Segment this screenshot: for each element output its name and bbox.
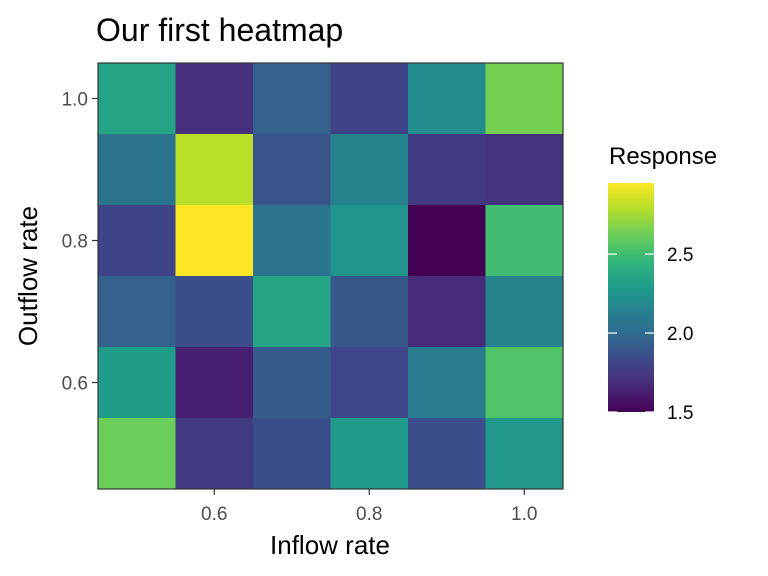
heatmap-cell <box>253 63 331 134</box>
plot-panel <box>97 62 564 490</box>
chart-title: Our first heatmap <box>96 12 343 48</box>
colorbar-title: Response <box>609 143 717 170</box>
x-axis: 0.6 0.8 1.0 <box>201 489 537 525</box>
heatmap-cell <box>253 276 331 347</box>
colorbar-tick-label: 2.0 <box>667 324 693 345</box>
heatmap-cell <box>330 63 408 134</box>
heatmap-cell <box>98 276 176 347</box>
heatmap-cell <box>485 276 563 347</box>
heatmap-cell <box>485 347 563 418</box>
heatmap-cell <box>408 63 486 134</box>
heatmap-cell <box>253 418 331 489</box>
heatmap-cell <box>175 63 253 134</box>
heatmap-cell <box>253 205 331 276</box>
heatmap-cell <box>408 418 486 489</box>
heatmap-cell <box>98 418 176 489</box>
x-tick-label: 0.8 <box>356 504 382 525</box>
y-tick-label: 0.8 <box>62 232 88 253</box>
heatmap-cell <box>98 63 176 134</box>
heatmap-cell <box>408 134 486 205</box>
heatmap-cell <box>485 134 563 205</box>
y-tick-label: 0.6 <box>62 374 88 395</box>
heatmap-cells <box>98 63 563 489</box>
heatmap-cell <box>485 418 563 489</box>
heatmap-cell <box>98 134 176 205</box>
colorbar-tick-label: 1.5 <box>667 403 693 424</box>
colorbar-tick-label: 2.5 <box>667 245 693 266</box>
heatmap-cell <box>330 276 408 347</box>
heatmap-cell <box>175 276 253 347</box>
heatmap-cell <box>408 347 486 418</box>
heatmap-cell <box>98 347 176 418</box>
heatmap-cell <box>175 205 253 276</box>
colorbar-gradient <box>608 183 654 412</box>
heatmap-cell <box>175 418 253 489</box>
y-tick-label: 1.0 <box>62 90 88 111</box>
heatmap-cell <box>98 205 176 276</box>
heatmap-cell <box>485 63 563 134</box>
heatmap-cell <box>175 134 253 205</box>
heatmap-cell <box>485 205 563 276</box>
colorbar-legend: Response 1.5 2.0 2.5 <box>608 143 717 424</box>
colorbar-ticks: 1.5 2.0 2.5 <box>608 245 693 424</box>
y-axis-title: Outflow rate <box>13 206 43 346</box>
heatmap-cell <box>330 205 408 276</box>
panel-border <box>97 62 564 490</box>
x-axis-title: Inflow rate <box>270 530 390 560</box>
heatmap-cell <box>408 276 486 347</box>
heatmap-cell <box>253 134 331 205</box>
heatmap-cell <box>330 134 408 205</box>
heatmap-cell <box>253 347 331 418</box>
x-tick-label: 1.0 <box>511 504 537 525</box>
y-axis: 0.6 0.8 1.0 <box>62 90 98 395</box>
heatmap-cell <box>408 205 486 276</box>
heatmap-cell <box>330 347 408 418</box>
heatmap-cell <box>175 347 253 418</box>
heatmap-cell <box>330 418 408 489</box>
x-tick-label: 0.6 <box>201 504 227 525</box>
